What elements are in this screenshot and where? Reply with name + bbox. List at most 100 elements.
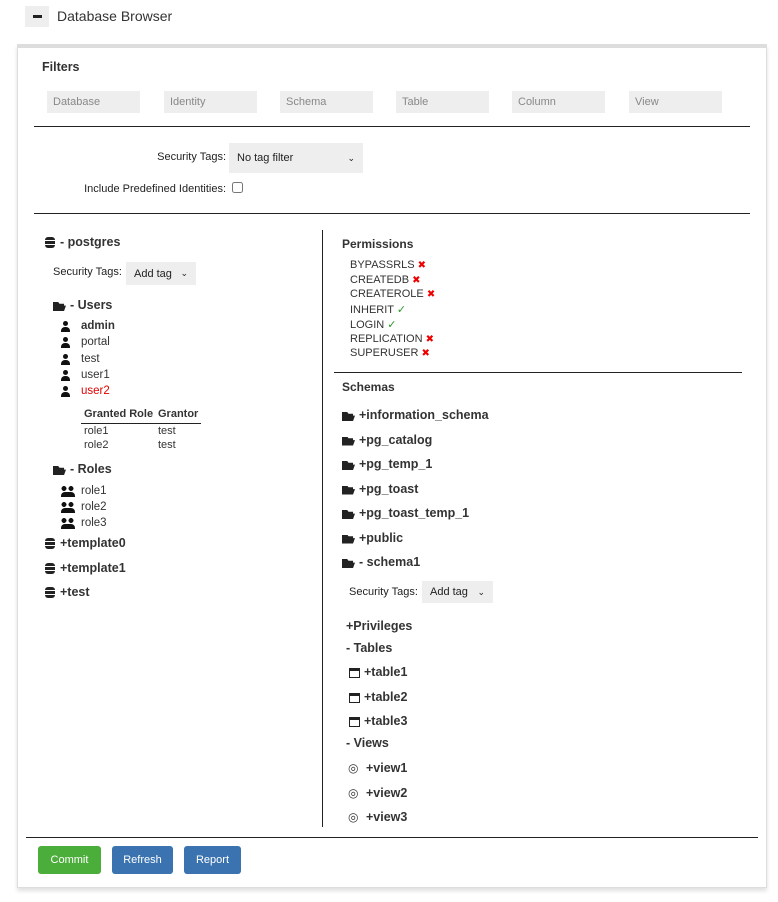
granted-table-cell: role2 — [84, 439, 109, 451]
user-item[interactable]: admin — [81, 320, 115, 332]
chevron-down-icon: ⌄ — [347, 152, 355, 163]
schema-item[interactable]: - schema1 — [359, 555, 421, 569]
table-item[interactable]: +table1 — [364, 665, 408, 679]
filters-title: Filters — [42, 60, 80, 74]
table-header-divider — [81, 423, 201, 424]
granted-table-cell: test — [158, 425, 176, 437]
divider — [34, 126, 750, 127]
granted-table-cell: test — [158, 439, 176, 451]
schema-item[interactable]: +pg_catalog — [359, 432, 433, 447]
role-item[interactable]: role3 — [81, 517, 107, 529]
refresh-button[interactable]: Refresh — [112, 846, 173, 874]
user-icon — [61, 337, 70, 349]
security-tags-select[interactable]: No tag filter ⌄ — [229, 143, 363, 173]
role-item[interactable]: role1 — [81, 485, 107, 497]
cross-icon: ✖ — [412, 274, 421, 286]
privileges-node[interactable]: +Privileges — [346, 619, 413, 633]
permission-item: SUPERUSER ✖ — [350, 347, 430, 359]
select-value: Add tag — [134, 267, 172, 280]
permission-name: CREATEDB — [350, 273, 410, 286]
report-button[interactable]: Report — [184, 846, 241, 874]
role-item[interactable]: role2 — [81, 501, 107, 513]
table-icon — [349, 668, 360, 678]
view-item[interactable]: +view3 — [366, 810, 408, 824]
user-icon — [61, 386, 70, 398]
database-icon — [45, 538, 55, 549]
minus-icon — [32, 15, 42, 18]
permission-item: INHERIT ✓ — [350, 303, 406, 316]
permission-item: REPLICATION ✖ — [350, 333, 434, 345]
security-tags-label: Security Tags: — [157, 151, 226, 163]
users-node[interactable]: - Users — [70, 298, 113, 312]
add-tag-select[interactable]: Add tag ⌄ — [422, 581, 493, 603]
collapse-button[interactable] — [25, 6, 49, 27]
user-item[interactable]: user2 — [81, 385, 110, 398]
schemas-title: Schemas — [342, 380, 395, 394]
permissions-title: Permissions — [342, 237, 414, 251]
schema-item[interactable]: +public — [359, 530, 404, 545]
table-item[interactable]: +table2 — [364, 689, 408, 704]
cross-icon: ✖ — [421, 348, 430, 360]
database-icon — [45, 237, 55, 248]
folder-open-icon — [342, 461, 355, 470]
schema-item[interactable]: +information_schema — [359, 408, 489, 422]
permission-item: BYPASSRLS ✖ — [350, 259, 426, 271]
database-icon — [45, 587, 55, 598]
database-postgres[interactable]: - postgres — [60, 235, 121, 249]
cross-icon: ✖ — [417, 260, 427, 271]
folder-open-icon — [53, 466, 66, 475]
permission-name: LOGIN — [350, 318, 385, 331]
table-item[interactable]: +table3 — [364, 714, 408, 728]
schema-item[interactable]: +pg_toast_temp_1 — [359, 506, 470, 520]
eye-icon: ◎ — [348, 785, 359, 800]
user-icon — [61, 353, 70, 365]
group-icon — [61, 502, 75, 513]
table-icon — [349, 692, 360, 703]
permission-name: SUPERUSER — [350, 347, 419, 360]
database-icon — [45, 562, 55, 574]
folder-open-icon — [342, 510, 355, 519]
user-item[interactable]: user1 — [81, 368, 110, 381]
tables-node[interactable]: - Tables — [346, 641, 393, 655]
chevron-down-icon: ⌄ — [477, 586, 485, 597]
folder-open-icon — [342, 436, 355, 446]
chevron-down-icon: ⌄ — [180, 268, 188, 278]
view-item[interactable]: +view2 — [366, 785, 408, 800]
database-browser-panel — [17, 44, 767, 888]
folder-open-icon — [342, 412, 355, 421]
user-item[interactable]: portal — [81, 336, 110, 349]
filter-view-input[interactable]: View — [629, 91, 722, 113]
column-divider — [322, 230, 323, 827]
granted-table-header: Grantor — [158, 408, 199, 420]
check-icon: ✓ — [387, 318, 397, 331]
schema-item[interactable]: +pg_toast — [359, 481, 419, 496]
filter-table-input[interactable]: Table — [396, 91, 489, 113]
user-icon — [61, 369, 70, 381]
permission-item: LOGIN ✓ — [350, 318, 397, 331]
select-value: Add tag — [430, 586, 468, 598]
folder-open-icon — [342, 534, 355, 544]
views-node[interactable]: - Views — [346, 736, 389, 750]
filter-schema-input[interactable]: Schema — [280, 91, 373, 113]
commit-button[interactable]: Commit — [38, 846, 101, 874]
database-item[interactable]: +template1 — [60, 560, 126, 575]
schema-item[interactable]: +pg_temp_1 — [359, 457, 433, 471]
security-tags-label: Security Tags: — [53, 266, 122, 278]
filter-identity-input[interactable]: Identity — [164, 91, 257, 113]
divider — [34, 213, 750, 214]
user-item[interactable]: test — [81, 352, 100, 365]
predefined-checkbox[interactable] — [232, 182, 243, 193]
permission-name: BYPASSRLS — [350, 259, 415, 271]
page-title: Database Browser — [57, 8, 173, 24]
group-icon — [61, 486, 75, 497]
table-icon — [349, 717, 360, 727]
filter-column-input[interactable]: Column — [512, 91, 605, 113]
view-item[interactable]: +view1 — [366, 761, 408, 775]
predefined-label: Include Predefined Identities: — [84, 183, 226, 195]
database-item[interactable]: +template0 — [60, 536, 126, 550]
roles-node[interactable]: - Roles — [70, 462, 112, 476]
database-item[interactable]: +test — [60, 585, 90, 599]
filter-database-input[interactable]: Database — [47, 91, 140, 113]
add-tag-select[interactable]: Add tag ⌄ — [126, 262, 196, 285]
permission-item: CREATEDB ✖ — [350, 274, 421, 286]
